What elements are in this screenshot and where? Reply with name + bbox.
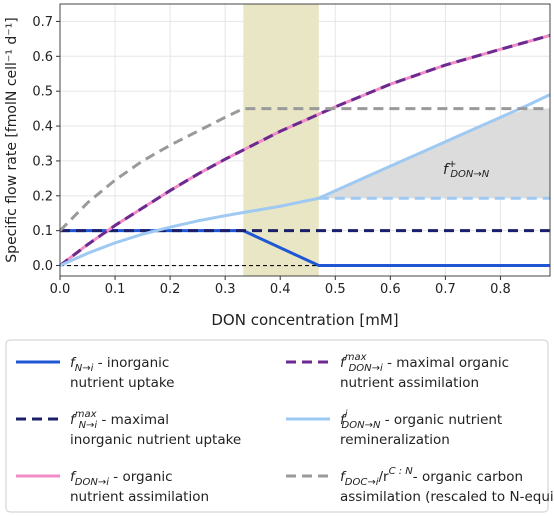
plot-frame xyxy=(59,3,551,277)
series-line-don_assim_max xyxy=(59,33,551,267)
x-tick-label: 0.0 xyxy=(50,282,71,297)
legend-entry-line2: assimilation (rescaled to N-equiv.) xyxy=(340,489,554,505)
legend-entry-line2: inorganic nutrient uptake xyxy=(70,432,241,448)
legend-entry-line2: nutrient uptake xyxy=(70,375,175,391)
y-tick-label: 0.3 xyxy=(32,154,53,169)
x-axis-ticks: 0.0 0.1 0.2 0.3 0.4 0.5 0.6 0.7 0.8 xyxy=(50,276,511,297)
x-tick-label: 0.7 xyxy=(435,282,456,297)
shaded-region xyxy=(318,108,550,199)
shaded-region-area xyxy=(318,108,550,199)
y-tick-label: 0.7 xyxy=(32,15,53,30)
y-axis-ticks: 0.0 0.1 0.2 0.3 0.4 0.5 0.6 0.7 xyxy=(32,15,60,274)
y-tick-label: 0.0 xyxy=(32,259,53,274)
legend-entry: fN→i - inorganic xyxy=(70,355,169,374)
legend-entry: fDOC→i/rC : N- organic carbon xyxy=(340,466,523,488)
y-axis-label: Specific flow rate [fmolN cell⁻¹ d⁻¹] xyxy=(4,17,20,262)
series-line-doc_assim xyxy=(58,107,550,232)
y-tick-label: 0.4 xyxy=(32,120,53,135)
x-tick-label: 0.5 xyxy=(325,282,346,297)
legend-box xyxy=(5,339,549,513)
x-tick-label: 0.3 xyxy=(215,282,236,297)
y-tick-label: 0.1 xyxy=(32,224,53,239)
legend-entry: fmax N→i - maximal xyxy=(70,409,169,431)
shaded-region-label: f+ DON→N xyxy=(443,159,490,180)
y-tick-label: 0.6 xyxy=(32,50,53,65)
x-tick-label: 0.8 xyxy=(490,282,511,297)
legend-entry: fi DON→N - organic nutrient xyxy=(340,409,502,431)
x-axis-label: DON concentration [mM] xyxy=(211,311,398,329)
x-tick-label: 0.1 xyxy=(105,282,126,297)
legend-entry-line2: remineralization xyxy=(340,432,450,448)
series-line-remin xyxy=(59,93,551,267)
shaded-region-label-text: f+ DON→N xyxy=(443,159,490,180)
legend-entry-line2: nutrient assimilation xyxy=(340,375,479,391)
x-tick-label: 0.4 xyxy=(270,282,291,297)
x-tick-label: 0.6 xyxy=(380,282,401,297)
legend-entry-line2: nutrient assimilation xyxy=(70,489,209,505)
plot-border xyxy=(59,3,551,277)
x-tick-label: 0.2 xyxy=(160,282,181,297)
y-tick-label: 0.2 xyxy=(32,189,53,204)
series-group xyxy=(58,33,551,268)
legend-entry: fmax DON→i - maximal organic xyxy=(340,352,509,374)
legend-entry: fDON→i - organic xyxy=(70,469,173,488)
y-tick-label: 0.5 xyxy=(32,85,53,100)
